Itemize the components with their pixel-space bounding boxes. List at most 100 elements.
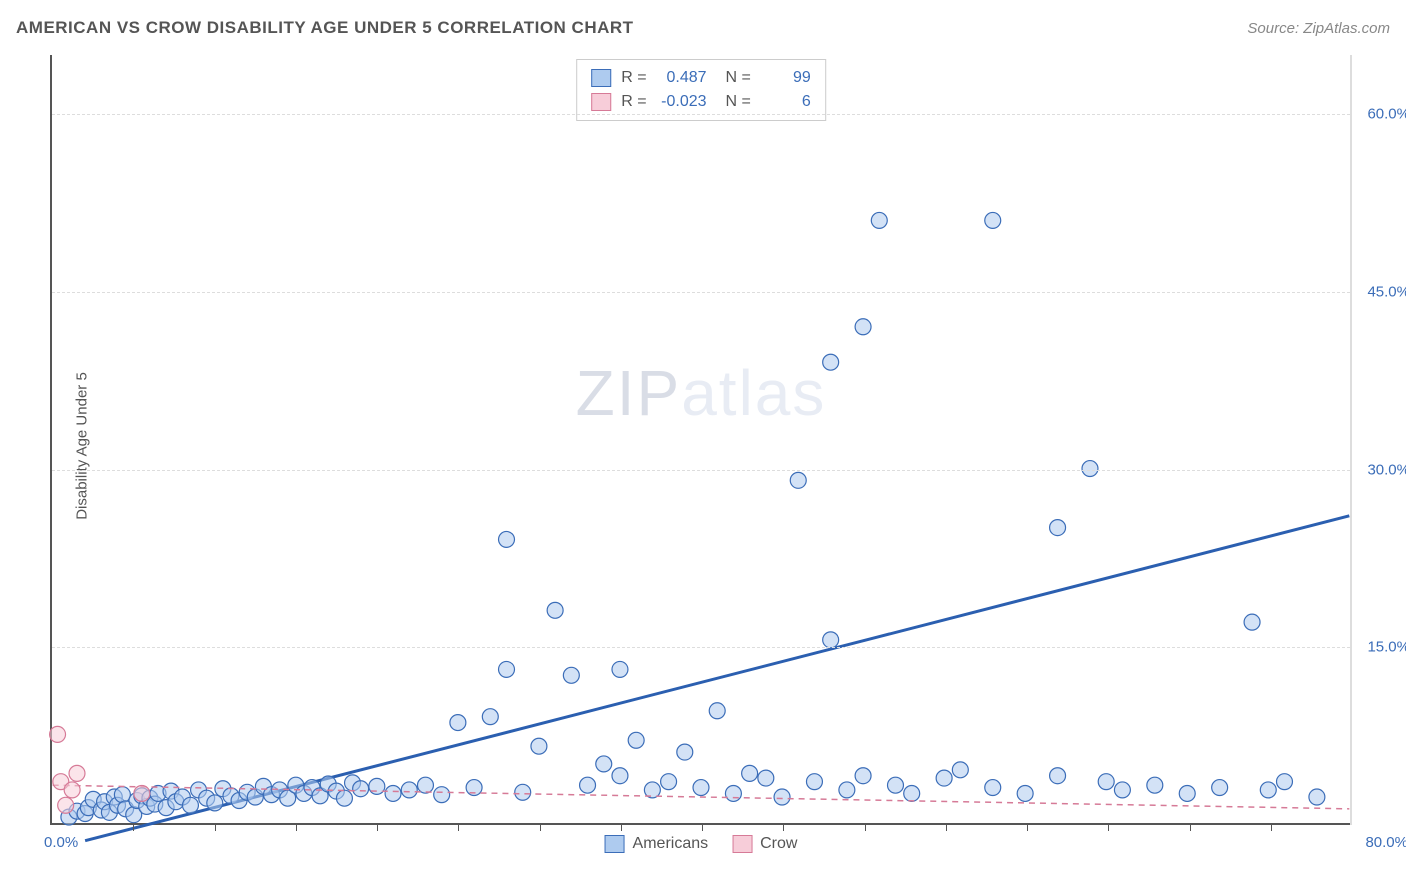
data-point xyxy=(790,472,806,488)
data-point xyxy=(182,797,198,813)
data-point xyxy=(64,782,80,798)
data-point xyxy=(806,774,822,790)
data-point xyxy=(823,354,839,370)
x-tick xyxy=(1108,823,1109,831)
data-point xyxy=(1114,782,1130,798)
data-point xyxy=(1309,789,1325,805)
data-point xyxy=(580,777,596,793)
data-point xyxy=(50,726,66,742)
plot-area: ZIPatlas R =0.487 N =99R =-0.023 N =6 Am… xyxy=(50,55,1350,825)
data-point xyxy=(628,732,644,748)
gridline xyxy=(52,114,1350,115)
legend-row: R = -0.023 N = 6 xyxy=(591,90,811,114)
legend-item: Americans xyxy=(605,835,709,853)
legend-r-label: R = xyxy=(621,66,646,90)
x-tick xyxy=(540,823,541,831)
data-point xyxy=(742,765,758,781)
x-tick xyxy=(215,823,216,831)
data-point xyxy=(612,661,628,677)
data-point xyxy=(69,765,85,781)
data-point xyxy=(515,784,531,800)
data-point xyxy=(482,709,498,725)
gridline xyxy=(52,292,1350,293)
data-point xyxy=(499,531,515,547)
data-point xyxy=(612,768,628,784)
correlation-legend: R = 0.487 N = 99 R = -0.023 N = 6 xyxy=(576,59,826,121)
source-attribution: Source: ZipAtlas.com xyxy=(1247,20,1390,37)
data-point xyxy=(709,703,725,719)
data-point xyxy=(450,715,466,731)
data-point xyxy=(531,738,547,754)
y-tick-label: 45.0% xyxy=(1355,283,1406,300)
data-point xyxy=(385,785,401,801)
data-point xyxy=(725,785,741,801)
data-point xyxy=(1082,461,1098,477)
data-point xyxy=(336,790,352,806)
x-tick xyxy=(783,823,784,831)
x-min-label: 0.0% xyxy=(44,834,78,851)
data-point xyxy=(1212,780,1228,796)
y-tick-label: 15.0% xyxy=(1355,639,1406,656)
y-tick-label: 30.0% xyxy=(1355,461,1406,478)
x-tick xyxy=(702,823,703,831)
data-point xyxy=(1244,614,1260,630)
data-point xyxy=(596,756,612,772)
data-point xyxy=(1260,782,1276,798)
legend-n-label: N = xyxy=(717,66,751,90)
x-tick xyxy=(621,823,622,831)
data-point xyxy=(985,212,1001,228)
legend-swatch xyxy=(605,835,625,853)
data-point xyxy=(952,762,968,778)
chart-header: AMERICAN VS CROW DISABILITY AGE UNDER 5 … xyxy=(16,18,1390,38)
data-point xyxy=(1179,785,1195,801)
data-point xyxy=(114,787,130,803)
data-point xyxy=(855,768,871,784)
data-point xyxy=(353,781,369,797)
x-max-label: 80.0% xyxy=(1365,834,1406,851)
data-point xyxy=(693,780,709,796)
data-point xyxy=(134,785,150,801)
x-tick xyxy=(946,823,947,831)
data-point xyxy=(369,778,385,794)
x-tick xyxy=(133,823,134,831)
legend-n-label: N = xyxy=(717,90,751,114)
chart-svg xyxy=(52,55,1350,823)
data-point xyxy=(58,797,74,813)
data-point xyxy=(207,795,223,811)
data-point xyxy=(677,744,693,760)
x-tick xyxy=(1271,823,1272,831)
data-point xyxy=(434,787,450,803)
x-tick xyxy=(296,823,297,831)
x-tick xyxy=(865,823,866,831)
data-point xyxy=(661,774,677,790)
data-point xyxy=(758,770,774,786)
gridline xyxy=(52,470,1350,471)
legend-item: Crow xyxy=(732,835,797,853)
data-point xyxy=(401,782,417,798)
data-point xyxy=(417,777,433,793)
legend-row: R = 0.487 N = 99 xyxy=(591,66,811,90)
legend-r-value: -0.023 xyxy=(657,90,707,114)
data-point xyxy=(563,667,579,683)
data-point xyxy=(1277,774,1293,790)
data-point xyxy=(1050,520,1066,536)
data-point xyxy=(547,602,563,618)
data-point xyxy=(904,785,920,801)
data-point xyxy=(1017,785,1033,801)
legend-n-value: 99 xyxy=(761,66,811,90)
data-point xyxy=(823,632,839,648)
data-point xyxy=(774,789,790,805)
x-tick xyxy=(458,823,459,831)
legend-swatch xyxy=(732,835,752,853)
legend-swatch xyxy=(591,69,611,87)
legend-r-value: 0.487 xyxy=(657,66,707,90)
gridline xyxy=(52,647,1350,648)
data-point xyxy=(855,319,871,335)
data-point xyxy=(985,780,1001,796)
series-legend: Americans Crow xyxy=(605,835,798,853)
legend-r-label: R = xyxy=(621,90,646,114)
data-point xyxy=(1147,777,1163,793)
data-point xyxy=(1098,774,1114,790)
legend-n-value: 6 xyxy=(761,90,811,114)
x-tick xyxy=(1027,823,1028,831)
